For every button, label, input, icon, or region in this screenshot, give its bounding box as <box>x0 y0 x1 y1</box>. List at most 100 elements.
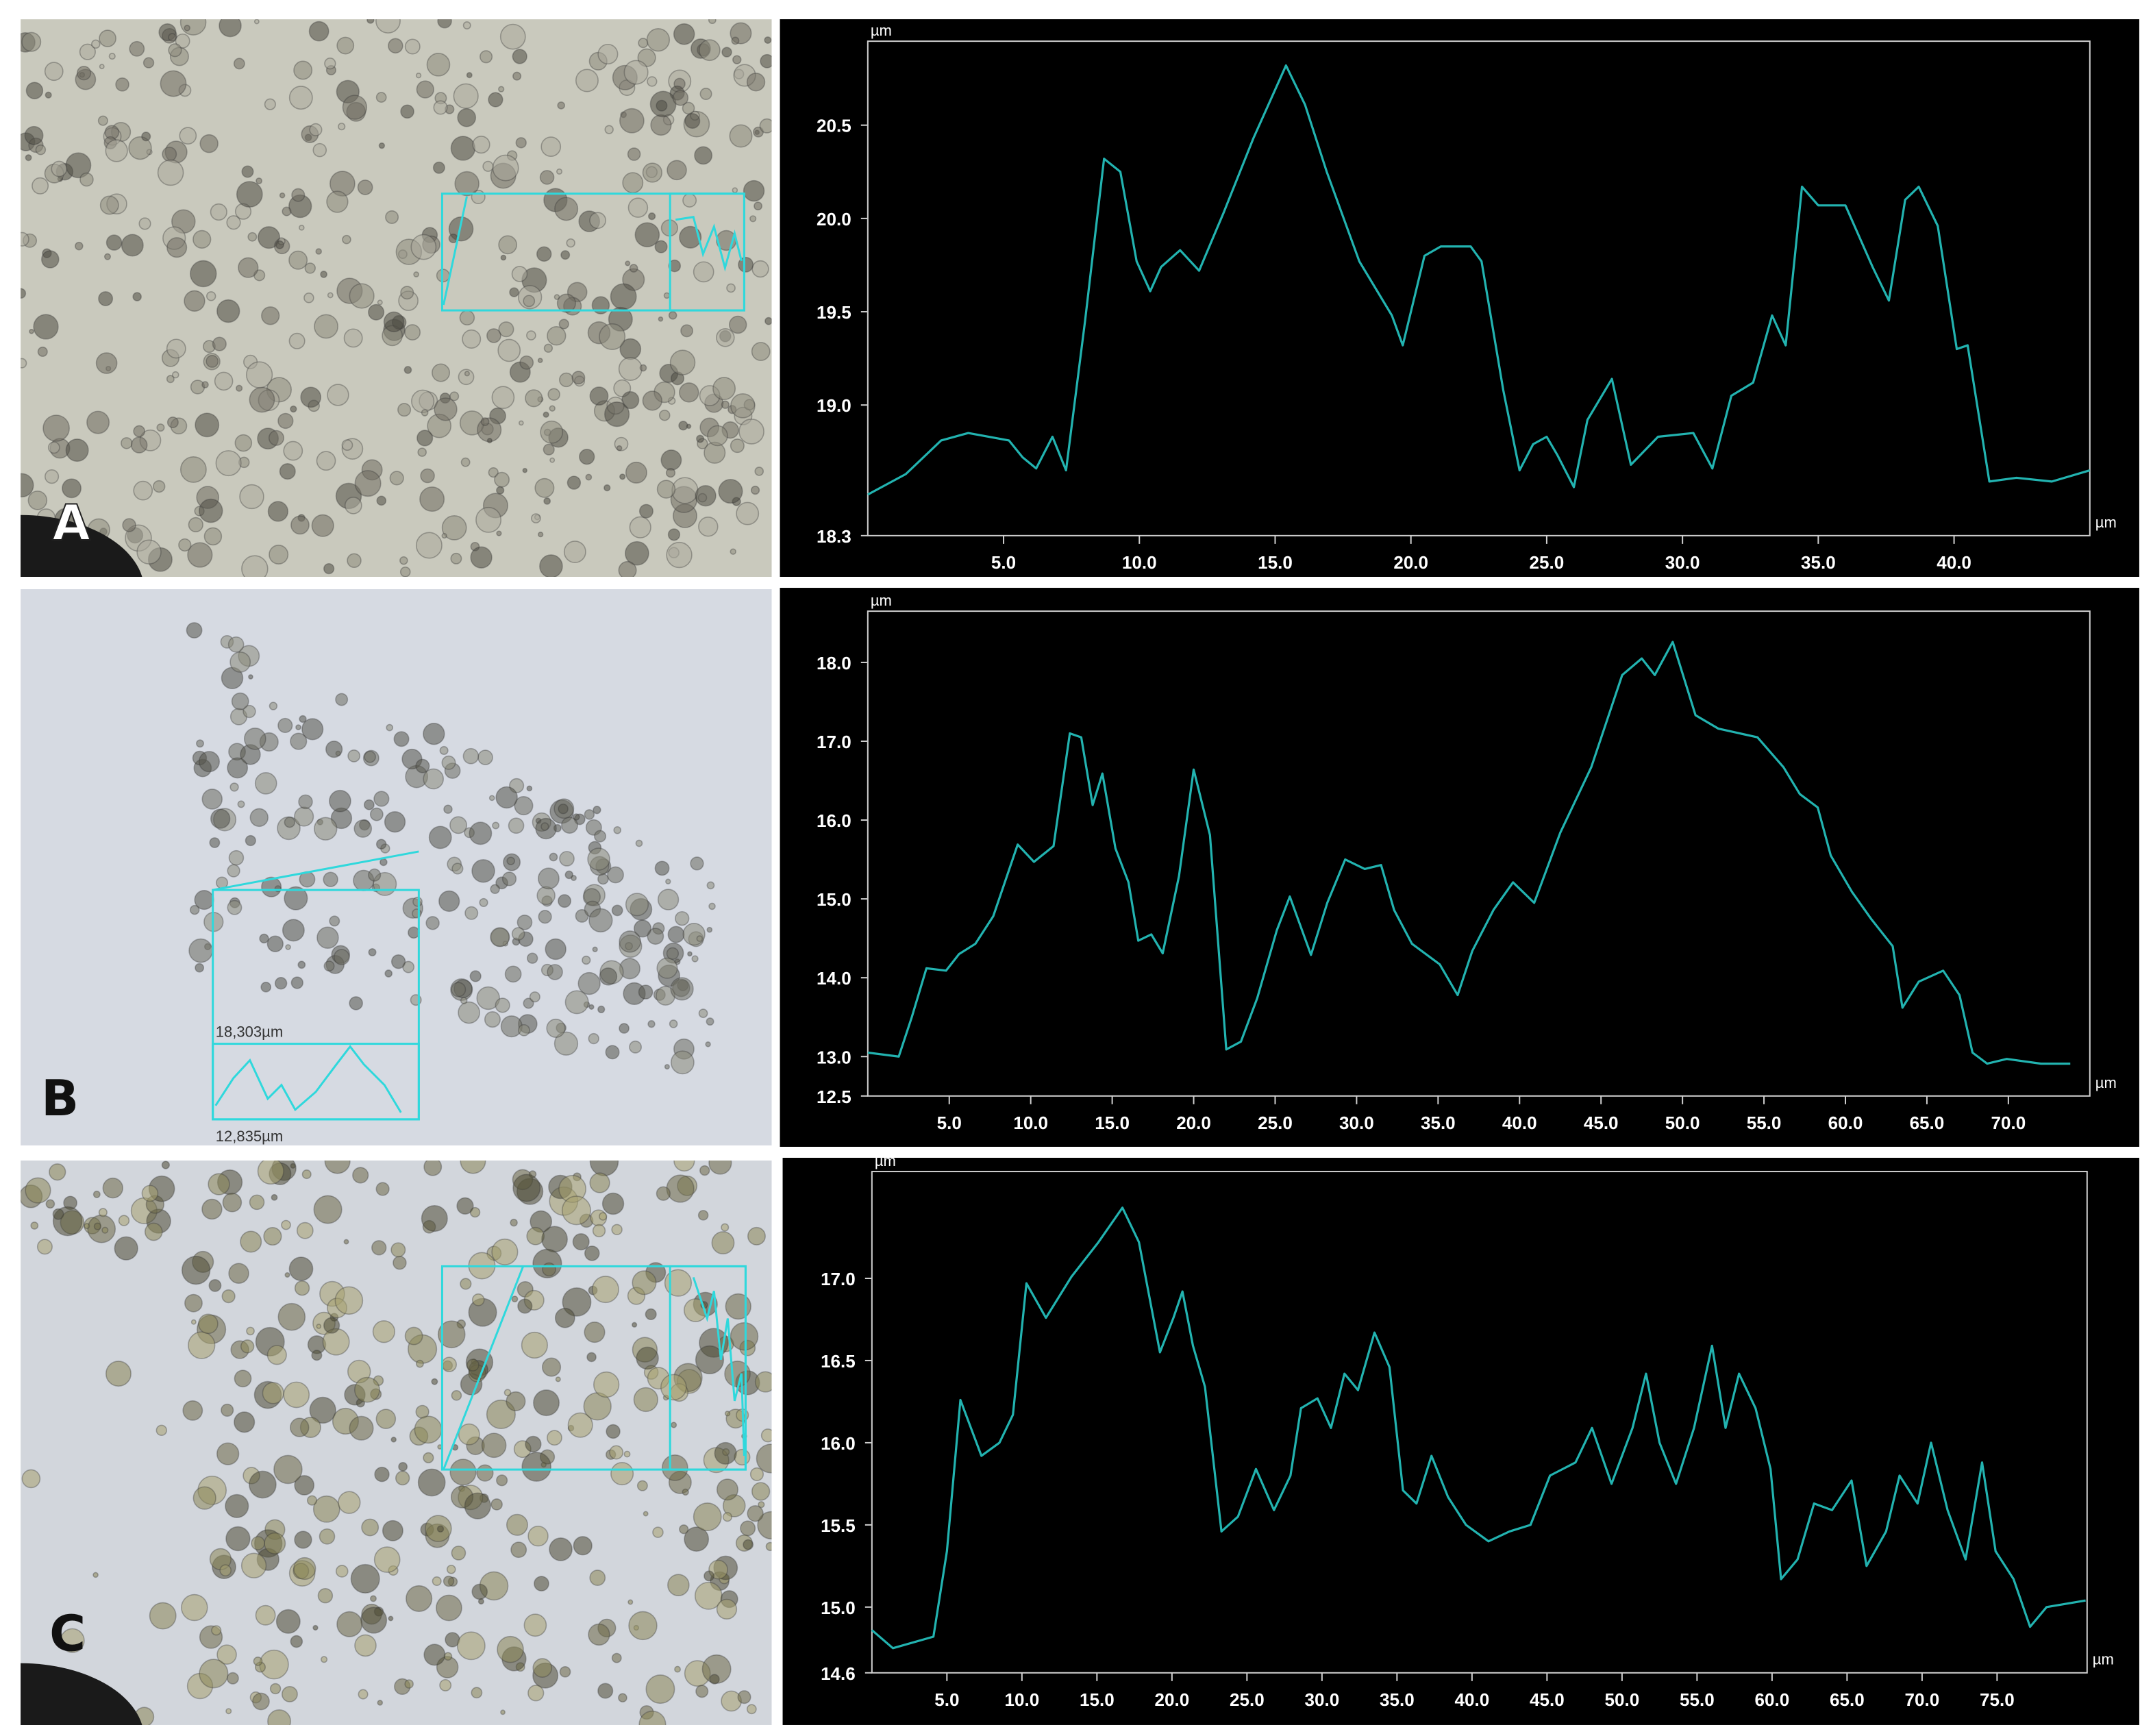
texture-particle <box>354 1376 380 1403</box>
texture-particle <box>537 358 543 364</box>
texture-particle <box>491 386 515 410</box>
texture-particle <box>162 147 177 162</box>
texture-particle <box>84 1223 90 1230</box>
texture-particle <box>419 486 445 512</box>
texture-particle <box>308 21 329 42</box>
texture-particle <box>559 1665 571 1678</box>
texture-particle <box>413 271 420 277</box>
x-tick-label: 50.0 <box>1665 1113 1700 1133</box>
texture-particle <box>699 1165 710 1176</box>
texture-particle <box>732 55 742 64</box>
texture-particle <box>517 1298 533 1314</box>
texture-particle <box>257 1161 284 1185</box>
x-tick-label: 65.0 <box>1830 1689 1865 1710</box>
texture-particle <box>25 154 32 162</box>
texture-particle <box>738 419 764 445</box>
texture-particle <box>360 1607 388 1634</box>
texture-particle <box>268 430 285 446</box>
texture-particle <box>281 1685 298 1702</box>
texture-particle <box>238 257 259 278</box>
texture-particle <box>410 234 437 260</box>
texture-particle <box>249 808 269 828</box>
texture-particle <box>541 1226 568 1253</box>
texture-particle <box>584 809 595 820</box>
texture-particle <box>449 816 468 834</box>
texture-particle <box>589 386 609 406</box>
texture-particle <box>329 789 351 813</box>
texture-particle <box>179 19 207 36</box>
texture-particle <box>724 1411 731 1417</box>
texture-particle <box>549 852 558 862</box>
texture-particle <box>679 1524 689 1535</box>
texture-particle <box>254 772 277 795</box>
texture-particle <box>211 1625 222 1636</box>
texture-particle <box>206 291 216 301</box>
texture-particle <box>168 33 177 42</box>
texture-particle <box>656 1186 671 1201</box>
texture-particle <box>415 532 443 559</box>
texture-particle <box>21 358 27 369</box>
texture-particle <box>303 293 314 303</box>
texture-particle <box>375 1409 397 1429</box>
texture-particle <box>679 382 699 403</box>
texture-particle <box>519 420 524 426</box>
texture-particle <box>667 926 685 943</box>
texture-particle <box>399 556 408 565</box>
texture-particle <box>664 1269 693 1297</box>
texture-particle <box>699 87 712 101</box>
texture-particle <box>397 403 412 417</box>
texture-particle <box>668 259 682 273</box>
texture-particle <box>754 467 764 476</box>
texture-particle <box>132 292 142 301</box>
chart-background <box>780 588 2139 1147</box>
texture-particle <box>456 1631 486 1661</box>
texture-particle <box>35 144 47 156</box>
texture-particle <box>233 58 245 70</box>
texture-particle <box>386 723 394 732</box>
texture-particle <box>527 1685 545 1702</box>
y-tick-label: 15.0 <box>821 1598 856 1618</box>
texture-particle <box>188 1331 216 1359</box>
texture-particle <box>533 1389 560 1417</box>
texture-particle <box>456 1197 474 1215</box>
texture-particle <box>175 33 190 49</box>
texture-particle <box>288 1256 314 1281</box>
texture-particle <box>471 1293 485 1306</box>
texture-particle <box>253 1657 263 1666</box>
texture-particle <box>695 1685 709 1698</box>
texture-particle <box>335 693 349 706</box>
texture-particle <box>458 369 475 386</box>
texture-particle <box>749 1467 764 1481</box>
texture-particle <box>374 1466 390 1483</box>
chart-background <box>782 1158 2139 1725</box>
texture-particle <box>219 1564 232 1577</box>
texture-particle <box>400 104 414 119</box>
texture-particle <box>668 310 677 320</box>
texture-particle <box>496 1474 508 1487</box>
texture-particle <box>616 445 623 451</box>
texture-particle <box>751 1482 771 1501</box>
texture-particle <box>656 480 676 499</box>
texture-particle <box>492 821 500 830</box>
texture-particle <box>694 146 713 165</box>
x-tick-label: 60.0 <box>1755 1689 1790 1710</box>
texture-particle <box>480 50 493 64</box>
texture-particle <box>225 1526 251 1552</box>
texture-particle <box>451 1390 462 1401</box>
texture-particle <box>647 1020 656 1028</box>
texture-particle <box>496 486 505 495</box>
texture-particle <box>458 1001 480 1024</box>
texture-particle <box>433 100 448 115</box>
texture-particle <box>577 971 601 995</box>
texture-particle <box>86 410 110 434</box>
texture-particle <box>203 527 223 546</box>
texture-particle <box>730 393 756 419</box>
y-tick-label: 14.6 <box>821 1663 856 1684</box>
texture-particle <box>682 1488 689 1496</box>
texture-particle <box>415 1359 424 1368</box>
texture-particle <box>323 871 338 887</box>
texture-particle <box>277 717 293 734</box>
texture-particle <box>490 884 500 894</box>
texture-particle <box>747 1226 766 1245</box>
texture-particle <box>521 1331 548 1359</box>
